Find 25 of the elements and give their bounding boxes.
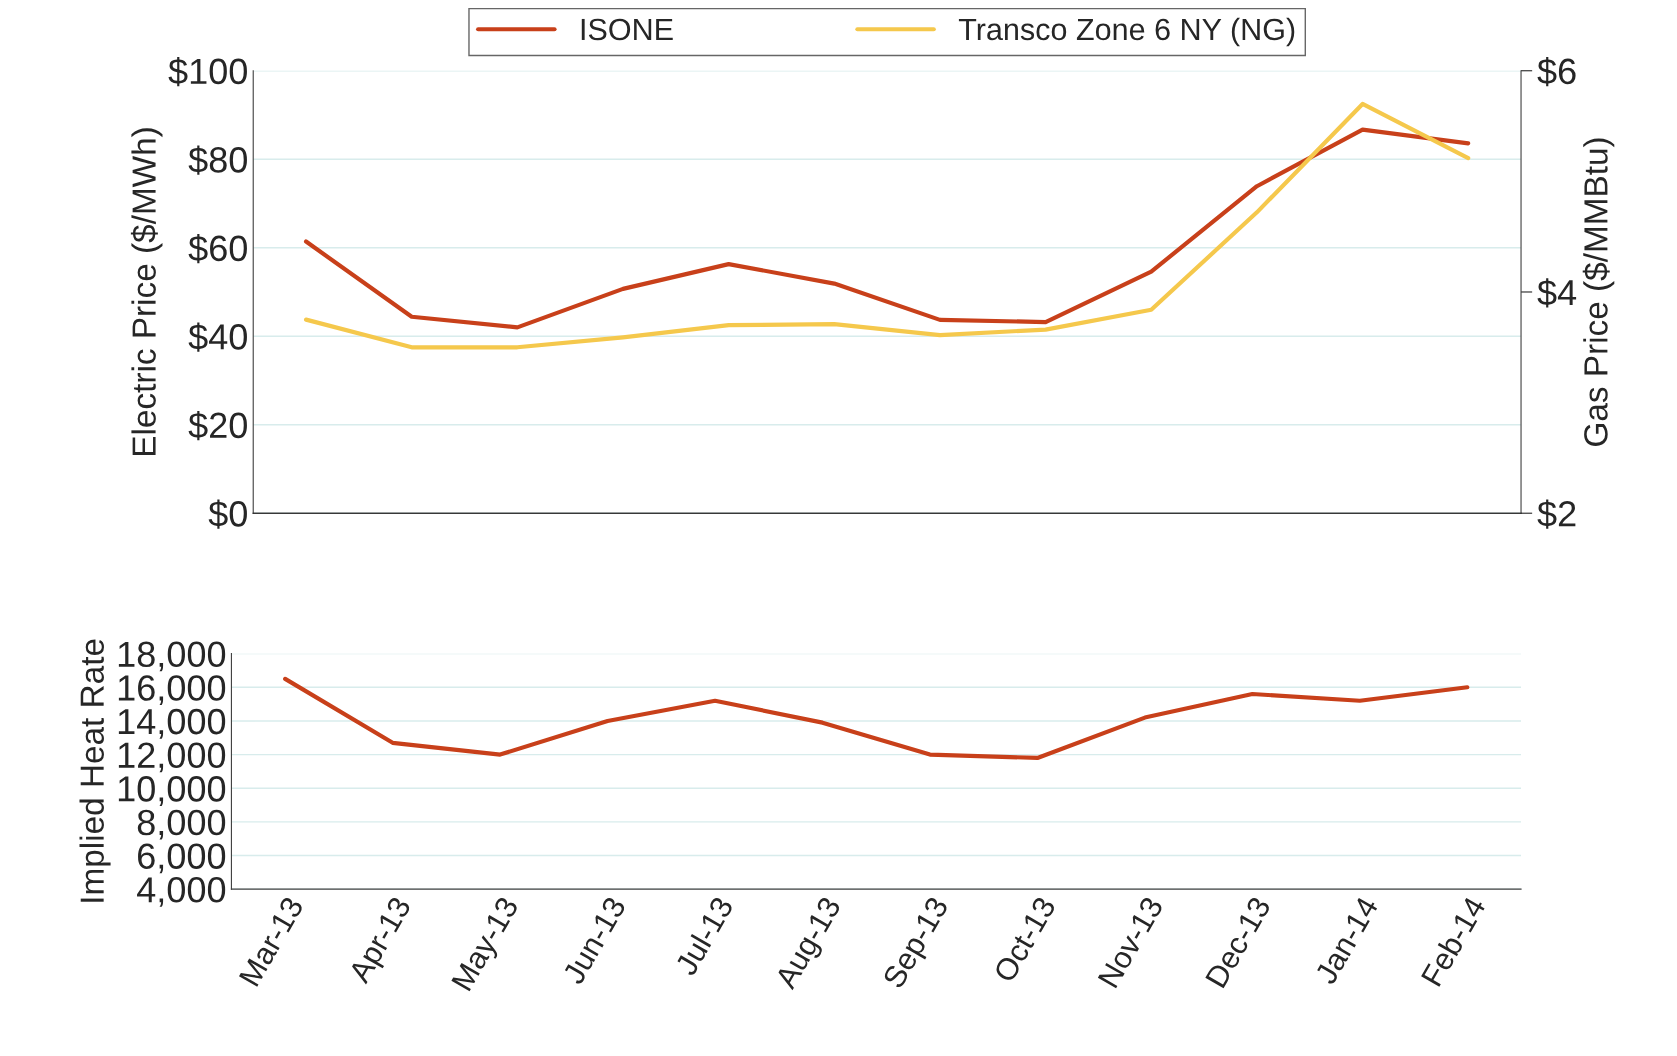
y-tick-label: 8,000 xyxy=(137,809,226,840)
y-tick-label: 16,000 xyxy=(118,675,226,706)
y2-axis-title: Gas Price ($/MMBtu) xyxy=(1582,138,1615,446)
y-axis-title: Electric Price ($/MWh) xyxy=(130,128,163,455)
y-tick-label: 14,000 xyxy=(118,708,226,739)
y2-tick-label: $4 xyxy=(1537,278,1577,308)
y2-tick-label: $2 xyxy=(1537,499,1576,529)
y2-tick-label: $6 xyxy=(1537,57,1576,87)
y-tick-label: 4,000 xyxy=(137,877,226,907)
y-tick-label: $20 xyxy=(188,411,247,441)
y-tick-label: 10,000 xyxy=(118,776,226,806)
legend-label: ISONE xyxy=(581,18,673,41)
y-tick-label: 12,000 xyxy=(118,742,226,773)
y-tick-label: 6,000 xyxy=(138,843,226,874)
y-tick-label: 18,000 xyxy=(118,641,226,672)
line-series xyxy=(283,676,1470,761)
y-tick-label: $80 xyxy=(188,145,247,175)
y-tick-label: $100 xyxy=(168,57,247,87)
y-axis-title: Implied Heat Rate xyxy=(79,639,111,902)
y-tick-label: $60 xyxy=(188,234,247,264)
line-series xyxy=(303,127,1471,330)
line-series xyxy=(303,101,1471,350)
y-tick-label: $0 xyxy=(208,499,247,529)
legend-label: Transco Zone 6 NY (NG) xyxy=(958,17,1295,47)
y-tick-label: $40 xyxy=(188,322,247,352)
